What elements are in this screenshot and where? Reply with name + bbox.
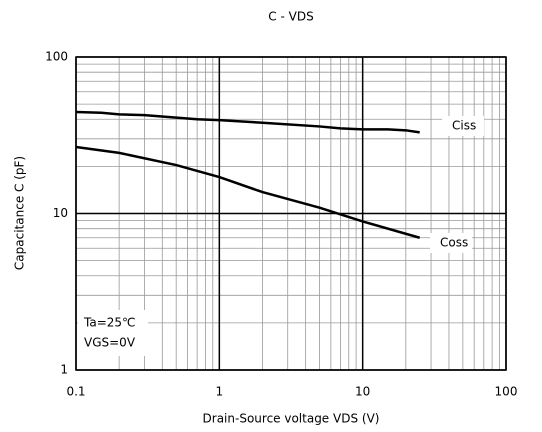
chart-title: C - VDS [268,10,313,24]
annotation-bg [78,310,148,356]
y-axis-label: Capacitance C (pF) [13,156,27,270]
annotation: Ta=25℃ [83,316,136,330]
x-tick-label: 1 [216,385,224,399]
plot-frame [75,56,507,371]
series-label: Coss [440,236,468,250]
series-line [75,110,420,134]
label-bg [430,233,472,253]
y-tick-label: 10 [53,206,68,220]
x-axis-label: Drain-Source voltage VDS (V) [203,412,380,426]
x-tick-label: 10 [355,385,370,399]
y-tick-label: 1 [60,363,68,377]
label-bg [442,116,484,136]
annotation: VGS=0V [84,336,136,350]
x-tick-label: 0.1 [66,385,85,399]
y-tick-label: 100 [45,50,68,64]
series-line [75,145,421,239]
x-tick-label: 100 [495,385,518,399]
series-label: Ciss [452,119,476,133]
